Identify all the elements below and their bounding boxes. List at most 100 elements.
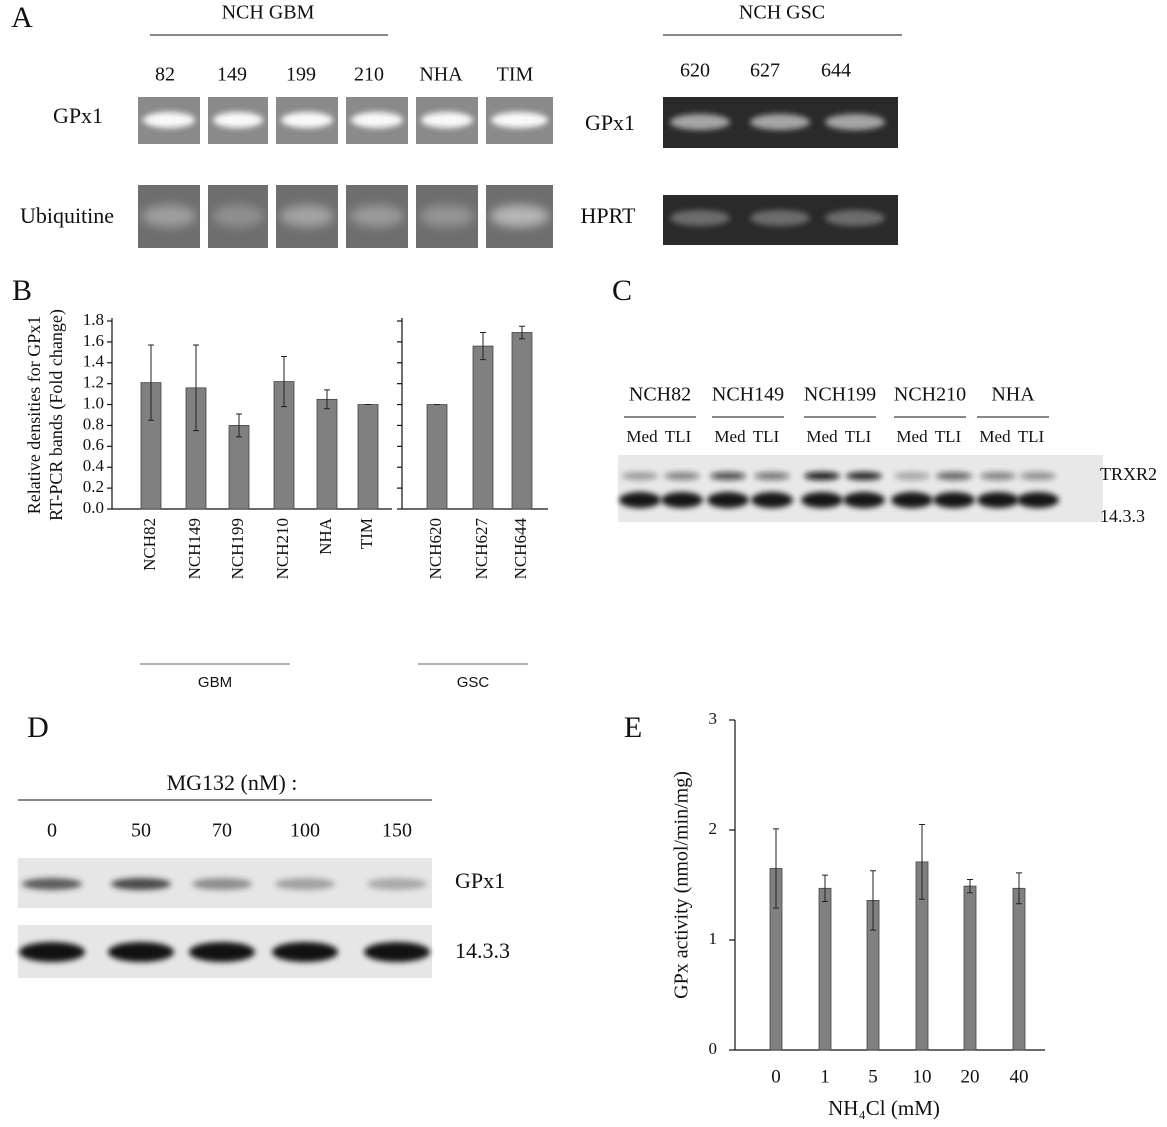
lane-label: 210: [354, 64, 384, 86]
row-label: Ubiquitine: [20, 203, 114, 228]
band: [891, 492, 933, 508]
y-tick-label: 0.0: [83, 498, 104, 517]
lane-label: TLI: [753, 427, 780, 446]
y-tick-label: 0.8: [83, 414, 104, 433]
band: [364, 942, 430, 962]
row-label: TRXR2: [1100, 464, 1157, 484]
bar: [818, 887, 832, 1051]
x-tick-label: 0: [771, 1066, 781, 1087]
band: [619, 492, 661, 508]
band: [351, 112, 403, 128]
band: [189, 942, 255, 962]
error-bar: [1016, 872, 1022, 905]
lane-label: 100: [290, 820, 320, 842]
lane-label: 149: [217, 64, 247, 86]
bar: [228, 425, 250, 510]
row-label: GPx1: [455, 868, 505, 893]
lane-label: 0: [47, 820, 57, 842]
y-tick-label: 3: [709, 709, 718, 728]
band: [280, 205, 334, 227]
row-label: 14.3.3: [1100, 506, 1145, 526]
lane-label: NHA: [419, 64, 463, 86]
band: [111, 878, 171, 890]
x-tick-label: TIM: [357, 518, 376, 549]
group-label: NCH199: [804, 384, 876, 406]
band: [19, 942, 85, 962]
band: [825, 114, 885, 130]
group-label: NCH82: [629, 384, 691, 406]
band: [670, 114, 730, 130]
x-tick-label: 10: [913, 1066, 932, 1087]
lane-label: Med: [626, 427, 658, 446]
x-tick-label: NCH627: [472, 518, 491, 580]
error-bar: [193, 344, 199, 432]
band: [933, 492, 975, 508]
band: [1017, 492, 1059, 508]
panel-label: E: [624, 711, 642, 744]
error-bar: [870, 870, 876, 931]
band: [707, 492, 749, 508]
band: [350, 205, 404, 227]
error-bar: [324, 389, 330, 410]
row-label: HPRT: [581, 203, 636, 228]
bar: [472, 345, 494, 510]
lane-label: TLI: [665, 427, 692, 446]
band: [367, 878, 427, 890]
band: [622, 472, 658, 480]
band: [213, 112, 263, 128]
lane-label: TIM: [497, 64, 534, 86]
lane-label: 50: [131, 820, 151, 842]
group-label: GSC: [457, 674, 490, 691]
y-tick-label: 1.0: [83, 393, 104, 412]
error-bar: [773, 828, 779, 909]
band: [421, 112, 473, 128]
lane-label: Med: [806, 427, 838, 446]
bar: [963, 885, 977, 1051]
y-tick-label: 0.6: [83, 435, 104, 454]
band: [846, 472, 882, 480]
lane-label: 82: [155, 64, 175, 86]
band: [751, 492, 793, 508]
panel-label: A: [11, 1, 33, 34]
bar: [511, 332, 533, 510]
lane-label: Med: [714, 427, 746, 446]
lane-label: TLI: [935, 427, 962, 446]
lane-label: Med: [979, 427, 1011, 446]
band: [491, 112, 548, 128]
error-bar: [480, 331, 486, 361]
x-axis-label: NH₄Cl (mM): [828, 1096, 940, 1120]
error-bar: [148, 344, 154, 421]
error-bar: [919, 824, 925, 900]
band: [977, 492, 1019, 508]
band: [275, 878, 335, 890]
band: [420, 205, 474, 227]
row-label: GPx1: [585, 110, 635, 135]
band: [710, 472, 746, 480]
x-tick-label: 20: [961, 1066, 980, 1087]
band: [825, 210, 885, 226]
row-label: 14.3.3: [455, 938, 510, 963]
band: [490, 205, 549, 227]
panel-label: B: [12, 274, 32, 307]
bar: [357, 404, 379, 510]
band: [750, 114, 810, 130]
band: [281, 112, 333, 128]
panel-label: D: [27, 711, 49, 744]
x-tick-label: NCH149: [185, 518, 204, 579]
y-axis-label: RT-PCR bands (Fold change): [46, 309, 67, 521]
x-tick-label: 5: [868, 1066, 878, 1087]
lane-label: Med: [896, 427, 928, 446]
band: [192, 878, 252, 890]
band: [936, 472, 972, 480]
group-title: NCH GBM: [222, 2, 315, 24]
y-tick-label: 0.4: [83, 456, 105, 475]
bar: [316, 398, 338, 510]
error-bar: [281, 356, 287, 408]
band: [750, 210, 810, 226]
group-label: GBM: [198, 674, 232, 691]
lane-label: 199: [286, 64, 316, 86]
x-tick-label: NCH644: [511, 518, 530, 580]
band: [22, 878, 82, 890]
group-title: NCH GSC: [739, 2, 825, 24]
band: [661, 492, 703, 508]
